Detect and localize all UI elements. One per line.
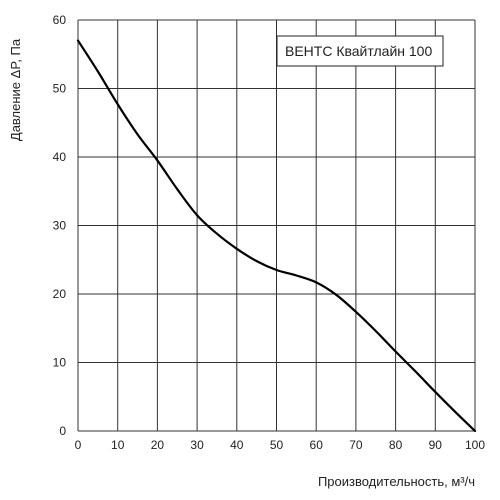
x-tick-label: 10 [111,438,125,452]
series-group [76,39,477,433]
x-tick-label: 90 [429,438,443,452]
x-tick-label: 40 [230,438,244,452]
x-tick-label: 30 [190,438,204,452]
x-axis-label: Производительность, м³/ч [318,474,475,489]
y-tick-label: 60 [53,13,67,27]
series-line [76,39,477,433]
x-tick-label: 100 [465,438,485,452]
y-tick-label: 20 [53,287,67,301]
x-tick-label: 0 [75,438,82,452]
y-axis-label: Давление ΔP, Па [8,38,23,141]
legend-label: ВЕНТС Квайтлайн 100 [285,43,432,59]
x-tick-label: 50 [270,438,284,452]
y-tick-label: 50 [53,82,67,96]
x-tick-label: 60 [310,438,324,452]
y-tick-label: 0 [59,424,66,438]
y-tick-label: 10 [53,356,67,370]
y-tick-label: 40 [53,150,67,164]
tick-labels: 0 10 20 30 40 50 60 70 80 90 100 0 10 20 30 40 50 60 [53,13,486,452]
x-tick-label: 20 [151,438,165,452]
x-tick-label: 80 [389,438,403,452]
grid [77,19,476,432]
legend: ВЕНТС Квайтлайн 100 [276,35,444,67]
y-tick-label: 30 [53,219,67,233]
x-tick-label: 70 [349,438,363,452]
legend-box [276,35,444,67]
